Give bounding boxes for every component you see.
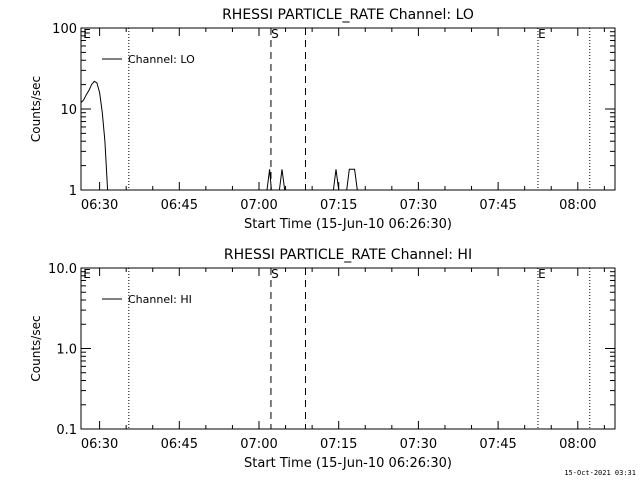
y-tick-label: 1 [69, 184, 77, 199]
x-tick-label: 06:30 [81, 437, 118, 452]
y-tick-label: 10.0 [48, 262, 77, 277]
x-axis-label: Start Time (15-Jun-10 06:26:30) [244, 456, 452, 471]
x-tick-label: 07:00 [240, 437, 277, 452]
chart-title: RHESSI PARTICLE_RATE Channel: LO [222, 7, 474, 23]
x-tick-label: 06:45 [161, 437, 198, 452]
legend-label: Channel: LO [128, 53, 195, 66]
x-tick-label: 07:15 [320, 437, 357, 452]
y-tick-label: 0.1 [56, 423, 77, 438]
x-tick-label: 07:45 [479, 198, 516, 213]
x-tick-label: 07:00 [240, 198, 277, 213]
y-axis-label: Counts/sec [29, 76, 43, 142]
x-tick-label: 07:15 [320, 198, 357, 213]
y-tick-label: 10 [60, 103, 77, 118]
marker-label: E [538, 267, 546, 281]
y-tick-label: 1.0 [56, 343, 77, 358]
y-axis-label: Counts/sec [29, 315, 43, 381]
x-tick-label: 08:00 [559, 198, 596, 213]
x-tick-label: 07:30 [400, 437, 437, 452]
x-tick-label: 06:45 [161, 198, 198, 213]
corner-label: E [83, 267, 91, 281]
marker-label: S [271, 27, 279, 41]
x-tick-label: 07:30 [400, 198, 437, 213]
x-axis-label: Start Time (15-Jun-10 06:26:30) [244, 217, 452, 232]
marker-label: E [538, 27, 546, 41]
y-tick-label: 100 [52, 22, 77, 37]
corner-label: E [83, 27, 91, 41]
x-tick-label: 07:45 [479, 437, 516, 452]
chart-title: RHESSI PARTICLE_RATE Channel: HI [224, 247, 472, 263]
marker-label: S [271, 267, 279, 281]
footer-timestamp: 15-Oct-2021 03:31 [564, 469, 636, 477]
x-tick-label: 06:30 [81, 198, 118, 213]
legend-label: Channel: HI [128, 293, 192, 306]
x-tick-label: 08:00 [559, 437, 596, 452]
series-line-channel-lo [80, 80, 358, 191]
